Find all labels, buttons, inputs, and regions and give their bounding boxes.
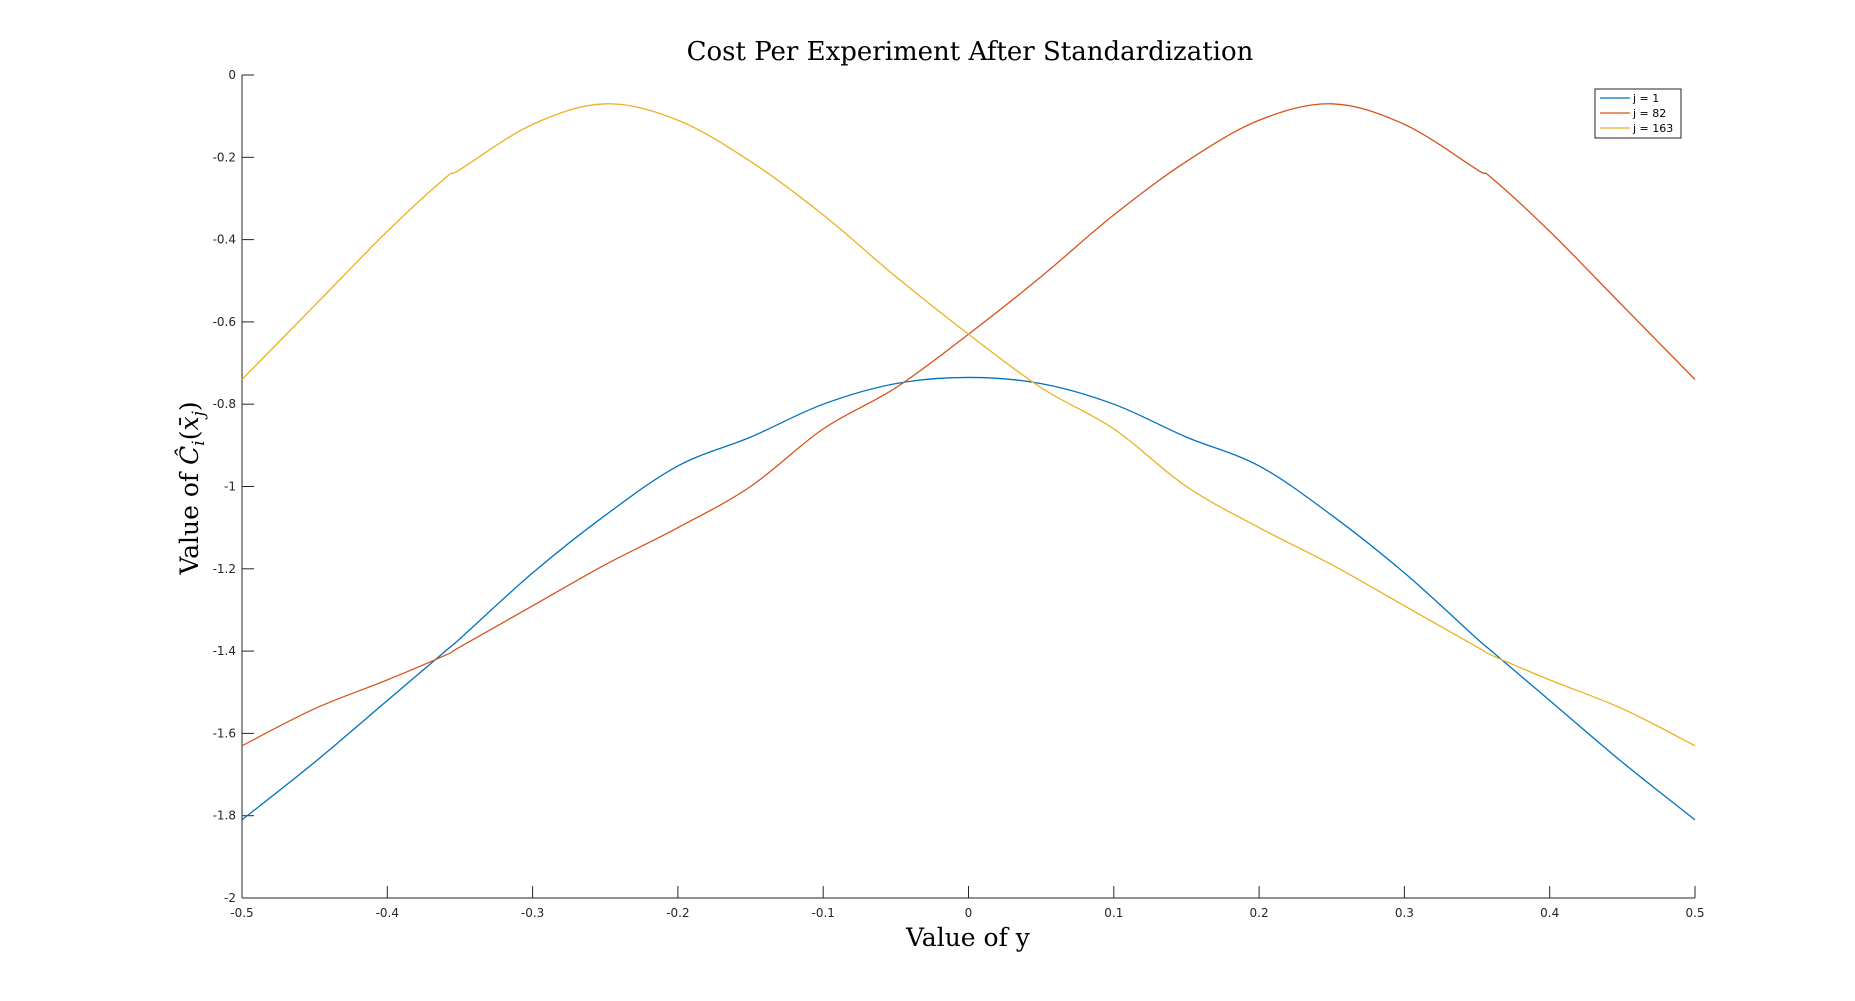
x-tick-label: -0.2	[666, 906, 689, 920]
y-tick-label: -0.4	[213, 233, 236, 247]
y-axis-label-close: )	[175, 401, 204, 411]
x-tick-label: 0.3	[1395, 906, 1414, 920]
y-tick-label: -1.4	[213, 644, 236, 658]
legend-label: j = 82	[1632, 107, 1666, 120]
y-tick-label: -1.6	[213, 726, 236, 740]
chart-title: Cost Per Experiment After Standardizatio…	[687, 37, 1254, 67]
y-ticks: 0 -0.2 -0.4 -0.6 -0.8 -1 -1.2 -1.4 -1.6 -1.8 -2	[213, 68, 254, 905]
series-line-1	[241, 376, 1696, 821]
y-axis-label: Value of Ĉi(x̄j)	[175, 401, 209, 575]
y-tick-label: -0.8	[213, 397, 236, 411]
series-lines	[241, 103, 1696, 821]
x-tick-label: 0.5	[1685, 906, 1704, 920]
x-tick-label: 0.4	[1540, 906, 1559, 920]
y-axis-label-prefix: Value of	[175, 465, 204, 576]
x-tick-label: 0.1	[1104, 906, 1123, 920]
series-line-3	[241, 103, 1696, 747]
y-axis-label-xbar: x̄	[175, 416, 204, 430]
y-tick-label: -0.2	[213, 150, 236, 164]
y-axis-label-sub-j: j	[189, 410, 209, 420]
y-tick-label: -1.8	[213, 809, 236, 823]
legend-items: j = 1 j = 82 j = 163	[1600, 92, 1673, 135]
series-line-2	[241, 103, 1696, 747]
y-axis-label-sub-i: i	[189, 440, 209, 445]
x-axis-label: Value of y	[905, 923, 1031, 952]
y-tick-label: -1.2	[213, 562, 236, 576]
x-tick-label: -0.4	[376, 906, 399, 920]
x-tick-label: 0	[965, 906, 973, 920]
legend-label: j = 163	[1632, 122, 1673, 135]
y-axis-label-symbol: Ĉ	[175, 446, 204, 465]
y-axis-label-open: (	[175, 431, 204, 441]
x-tick-label: -0.3	[521, 906, 544, 920]
y-tick-label: -2	[224, 891, 236, 905]
axes	[241, 75, 1695, 899]
legend: j = 1 j = 82 j = 163	[1594, 88, 1682, 139]
y-tick-label: 0	[228, 68, 236, 82]
x-ticks: -0.5 -0.4 -0.3 -0.2 -0.1 0 0.1 0.2 0.3 0.4 0.5	[230, 886, 1705, 920]
x-tick-label: -0.1	[811, 906, 834, 920]
legend-label: j = 1	[1632, 92, 1659, 105]
y-tick-label: -1	[224, 480, 236, 494]
y-tick-label: -0.6	[213, 315, 236, 329]
x-tick-label: -0.5	[230, 906, 253, 920]
x-tick-label: 0.2	[1250, 906, 1269, 920]
